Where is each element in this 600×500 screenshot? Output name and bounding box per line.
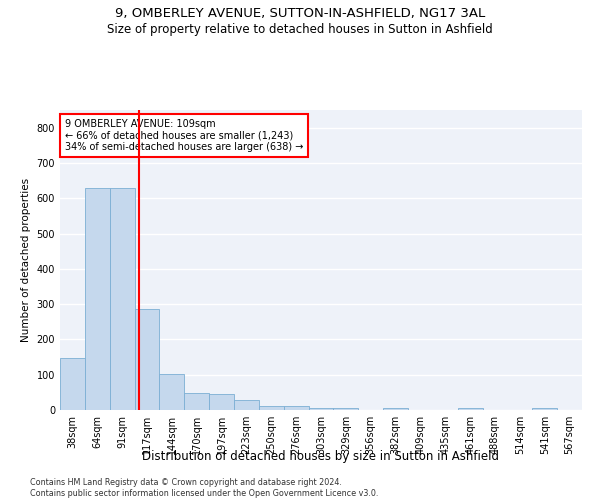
Text: Size of property relative to detached houses in Sutton in Ashfield: Size of property relative to detached ho… bbox=[107, 22, 493, 36]
Bar bbox=[259, 406, 284, 410]
Text: 9, OMBERLEY AVENUE, SUTTON-IN-ASHFIELD, NG17 3AL: 9, OMBERLEY AVENUE, SUTTON-IN-ASHFIELD, … bbox=[115, 8, 485, 20]
Text: Distribution of detached houses by size in Sutton in Ashfield: Distribution of detached houses by size … bbox=[143, 450, 499, 463]
Bar bbox=[85, 188, 110, 410]
Bar bbox=[532, 408, 557, 410]
Bar bbox=[209, 394, 234, 410]
Text: 9 OMBERLEY AVENUE: 109sqm
← 66% of detached houses are smaller (1,243)
34% of se: 9 OMBERLEY AVENUE: 109sqm ← 66% of detac… bbox=[65, 119, 304, 152]
Y-axis label: Number of detached properties: Number of detached properties bbox=[21, 178, 31, 342]
Bar bbox=[334, 408, 358, 410]
Bar bbox=[308, 408, 334, 410]
Bar bbox=[134, 310, 160, 410]
Text: Contains HM Land Registry data © Crown copyright and database right 2024.
Contai: Contains HM Land Registry data © Crown c… bbox=[30, 478, 379, 498]
Bar bbox=[110, 188, 134, 410]
Bar bbox=[284, 406, 308, 410]
Bar bbox=[383, 408, 408, 410]
Bar bbox=[234, 400, 259, 410]
Bar bbox=[60, 358, 85, 410]
Bar bbox=[184, 394, 209, 410]
Bar bbox=[160, 374, 184, 410]
Bar bbox=[458, 408, 482, 410]
